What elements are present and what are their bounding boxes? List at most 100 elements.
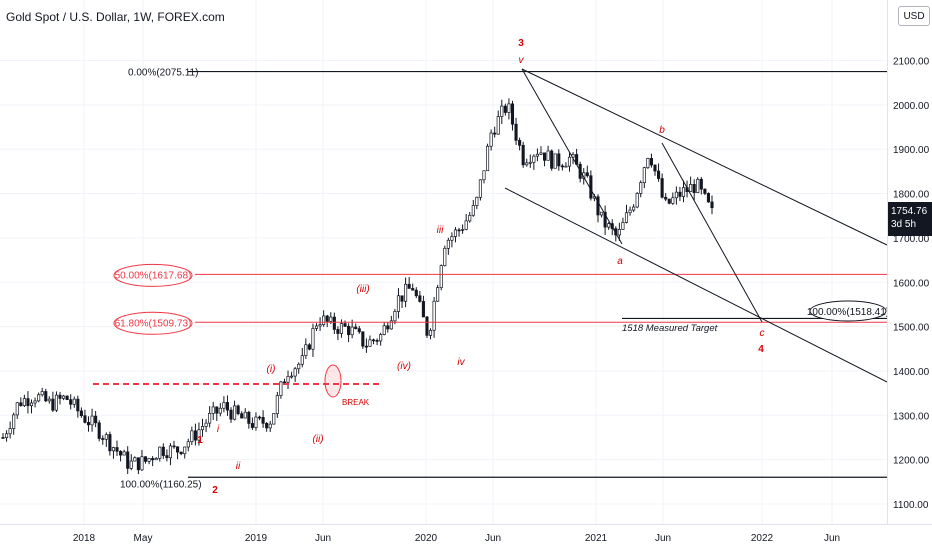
wave-label-ii: ii [236,461,241,472]
candle-body [589,175,593,199]
candle-body [126,451,130,469]
candle-body [493,132,497,135]
candle-body [90,415,94,426]
candle-body [236,405,240,415]
candle-body [653,164,657,172]
candle-body [674,191,678,199]
candle-body [233,405,237,420]
candle-body [65,395,69,400]
candle-body [104,434,108,440]
candle-body [375,340,379,342]
last-price-tag: 1754.76 3d 5h [888,202,932,236]
candle-body [542,152,547,161]
channel-upper-line [521,68,888,246]
candle-body [193,430,197,441]
candle-body [567,156,572,167]
candle-body [532,155,536,163]
currency-label: USD [903,10,925,22]
candle-body [158,446,162,459]
candle-body [218,407,222,414]
candle-body [307,344,311,350]
candle-body [33,400,37,404]
candle-body [97,422,101,439]
candle-body [265,422,269,429]
candle-body [51,398,55,411]
candle-body [94,415,98,424]
candle-body [190,430,194,443]
candle-body [129,460,133,469]
candle-body [436,287,440,302]
candle-body [421,301,425,318]
candle-body [553,153,557,169]
candle-body [596,196,600,216]
candle-body [628,209,632,214]
candle-body [400,295,404,302]
wave-label-3: 3 [518,38,524,49]
candle-body [325,315,329,322]
candle-body [518,140,522,146]
candle-body [468,214,472,222]
candle-body [8,428,12,435]
candle-body [439,265,443,288]
candle-body [282,381,287,384]
candle-body [546,150,550,161]
candle-body [361,331,365,347]
last-price-value: 1754.76 [891,206,928,217]
candle-body [510,103,515,125]
candle-body [111,447,115,452]
candle-body [632,206,636,211]
candle-body [186,441,190,448]
candle-body [229,409,233,420]
candle-body [257,416,262,419]
candle-body [115,447,119,452]
candle-body [22,398,26,406]
candle-body [268,423,272,429]
wave-label-c: c [760,328,765,339]
target-text: 1518 Measured Target [622,323,718,334]
candle-body [710,201,714,209]
candle-body [176,446,180,453]
candle-body [304,344,308,356]
candle-body [200,426,205,431]
candle-body [478,179,482,198]
candle-body [696,178,700,194]
candle-body [165,455,169,459]
candle-body [208,413,212,424]
candle-body [101,438,105,440]
candle-body [197,429,201,441]
candle-body [443,247,447,267]
candle-body [339,323,344,334]
candle-body [300,355,304,365]
wave-label-a: a [617,256,623,267]
candle-body [329,316,333,322]
candle-body [86,422,91,426]
fib-label-618: 61.80%(1509.73) [115,318,192,329]
candle-body [560,165,564,168]
candle-body [525,162,529,166]
candle-body [407,283,411,289]
candle-body [179,451,183,455]
candle-body [667,198,671,204]
candle-body [379,334,383,342]
candle-body [37,394,41,402]
candle-body [119,450,123,456]
time-axis[interactable] [0,524,932,550]
price-axis[interactable] [887,0,932,550]
channel-lower-line [504,187,888,383]
candle-body [140,456,144,471]
candle-body [247,411,251,424]
candle-body [389,320,393,330]
candle-body [600,211,604,216]
candle-body [489,132,493,147]
currency-button[interactable]: USD [898,6,930,26]
candle-body [681,187,686,197]
candle-body [386,325,390,330]
candle-body [689,184,693,192]
candle-body [603,211,607,228]
candle-body [311,328,315,350]
candle-body [154,458,158,461]
candle-body [12,414,16,429]
candle-body [279,381,283,396]
candle-body [382,325,386,335]
